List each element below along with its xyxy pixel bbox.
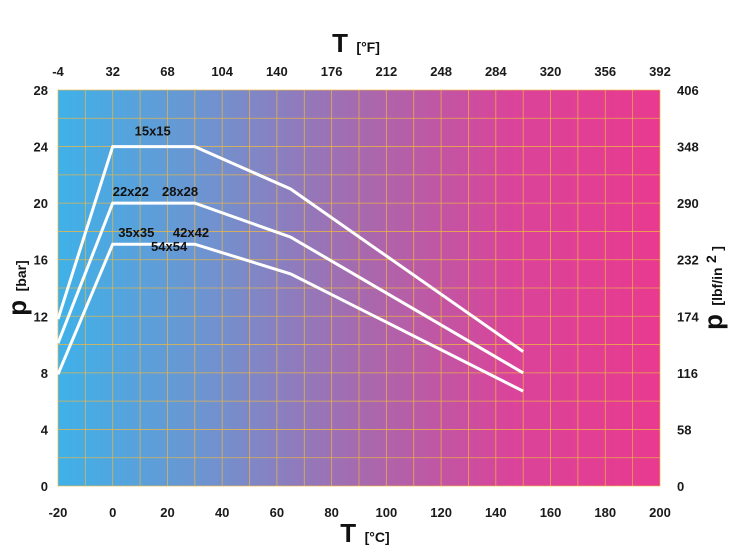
x-top-tick-label: 284 xyxy=(485,64,507,79)
x-bottom-tick-label: 120 xyxy=(430,505,452,520)
series-line-1 xyxy=(56,145,525,353)
x-top-tick-label: 176 xyxy=(321,64,343,79)
x-bottom-tick-label: 200 xyxy=(649,505,671,520)
annotation-label: 22x22 xyxy=(113,184,149,199)
y-left-tick-label: 20 xyxy=(34,196,48,211)
x-top-tick-label: 68 xyxy=(160,64,174,79)
x-top-tick-label: 392 xyxy=(649,64,671,79)
y-left-tick-label: 4 xyxy=(41,422,49,437)
annotation-label: 54x54 xyxy=(151,239,188,254)
series-line-2 xyxy=(56,201,524,375)
y-left-tick-label: 28 xyxy=(34,83,48,98)
y-right-tick-label: 116 xyxy=(677,366,698,381)
x-top-tick-label: -4 xyxy=(52,64,64,79)
y-left-axis-title: p [bar] xyxy=(2,260,32,315)
x-top-tick-label: 140 xyxy=(266,64,288,79)
y-right-tick-label: 290 xyxy=(677,196,699,211)
x-top-axis-title: T [°F] xyxy=(332,28,380,58)
y-right-tick-label: 58 xyxy=(677,422,691,437)
x-bottom-tick-label: 100 xyxy=(376,505,398,520)
y-left-tick-label: 24 xyxy=(34,140,49,155)
x-bottom-tick-label: -20 xyxy=(49,505,68,520)
grid xyxy=(57,89,661,487)
y-left-ticks: 0 4 8 12 16 20 24 28 xyxy=(34,83,49,494)
x-bottom-tick-label: 160 xyxy=(540,505,562,520)
y-right-tick-label: 232 xyxy=(677,253,699,268)
x-bottom-tick-label: 20 xyxy=(160,505,174,520)
series-lines xyxy=(56,145,525,393)
x-top-tick-label: 320 xyxy=(540,64,562,79)
y-right-tick-label: 0 xyxy=(677,479,684,494)
x-bottom-tick-label: 0 xyxy=(109,505,116,520)
x-bottom-axis-title: T [°C] xyxy=(340,518,389,548)
y-left-tick-label: 16 xyxy=(34,253,48,268)
x-top-tick-label: 356 xyxy=(594,64,616,79)
y-right-tick-label: 406 xyxy=(677,83,699,98)
y-left-tick-label: 12 xyxy=(34,309,48,324)
x-top-tick-label: 32 xyxy=(105,64,119,79)
y-right-tick-label: 174 xyxy=(677,309,699,324)
x-bottom-tick-label: 40 xyxy=(215,505,229,520)
x-bottom-tick-label: 140 xyxy=(485,505,507,520)
y-left-tick-label: 0 xyxy=(41,479,48,494)
annotation-label: 28x28 xyxy=(162,184,198,199)
x-bottom-tick-label: 80 xyxy=(324,505,338,520)
x-top-tick-label: 104 xyxy=(211,64,233,79)
y-right-tick-label: 348 xyxy=(677,140,699,155)
annotation-label: 35x35 xyxy=(118,225,154,240)
y-right-ticks: 0 58 116 174 232 290 348 406 xyxy=(677,83,699,494)
series-line-3 xyxy=(56,242,524,393)
y-right-axis-title: p [lbf/in 2 ] xyxy=(698,246,728,330)
x-top-tick-label: 248 xyxy=(430,64,452,79)
annotation-label: 15x15 xyxy=(135,123,171,138)
x-bottom-tick-label: 60 xyxy=(270,505,284,520)
x-top-ticks: -4 32 68 104 140 176 212 248 284 320 356 392 xyxy=(52,64,671,79)
x-bottom-tick-label: 180 xyxy=(594,505,616,520)
x-bottom-ticks: -20 0 20 40 60 80 100 120 140 160 180 200 xyxy=(49,505,671,520)
annotation-label: 42x42 xyxy=(173,225,209,240)
x-top-tick-label: 212 xyxy=(376,64,398,79)
y-left-tick-label: 8 xyxy=(41,366,48,381)
